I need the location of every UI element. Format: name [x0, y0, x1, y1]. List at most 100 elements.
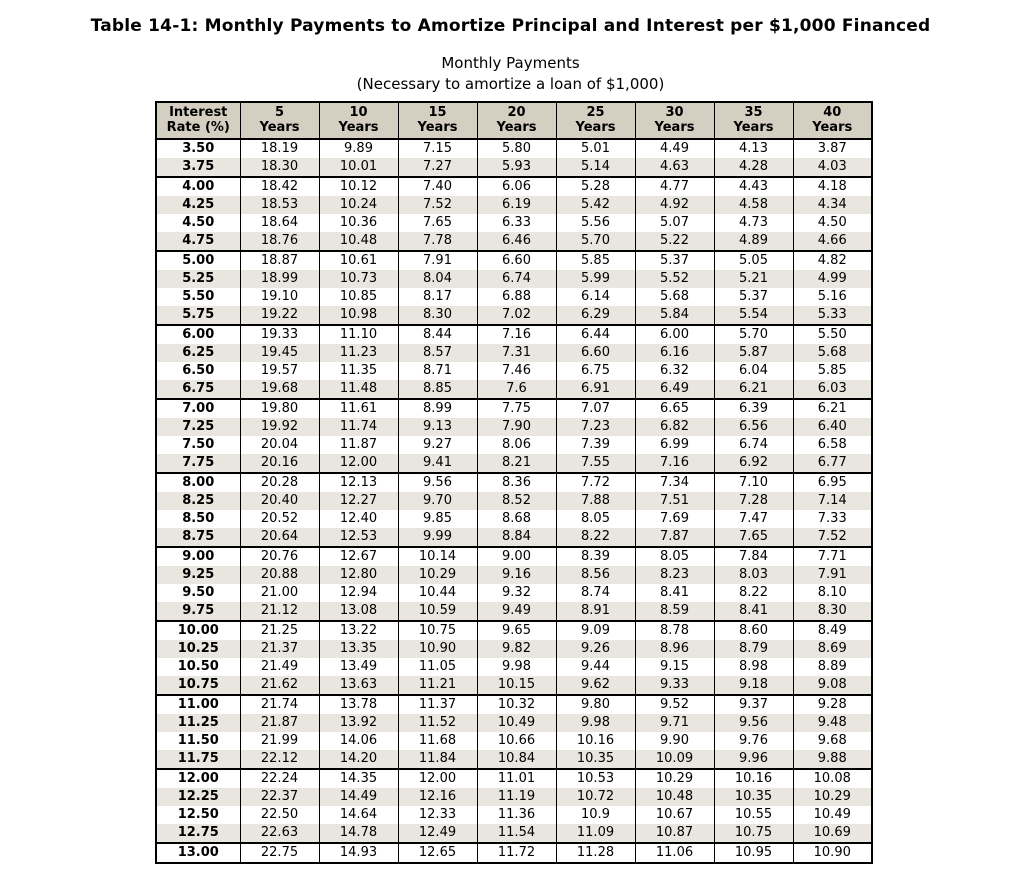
payment-value-cell: 4.73	[713, 214, 794, 232]
payment-value-cell: 18.99	[239, 270, 320, 288]
column-header-line2: Years	[812, 120, 853, 135]
table-row: 10.75 21.62 13.63 11.21 10.15 9.62 9.33 9.18 9.0…	[155, 676, 873, 695]
payment-value-cell: 12.33	[397, 806, 478, 824]
payment-value-cell: 9.62	[555, 676, 636, 695]
payment-value-cell: 19.92	[239, 418, 320, 436]
payment-value-cell: 10.61	[318, 250, 399, 270]
table-row: 9.00 20.76 12.67 10.14 9.00 8.39 8.05 7.84 7.71	[155, 546, 873, 566]
table-row: 7.75 20.16 12.00 9.41 8.21 7.55 7.16 6.92 6.77	[155, 454, 873, 473]
payment-value-cell: 10.72	[555, 788, 636, 806]
payment-value-cell: 12.40	[318, 510, 399, 528]
payment-value-cell: 6.95	[792, 472, 873, 492]
payment-value-cell: 7.33	[792, 510, 873, 528]
payment-value-cell: 5.85	[555, 250, 636, 270]
payment-value-cell: 6.74	[476, 270, 557, 288]
payment-value-cell: 9.15	[634, 658, 715, 676]
table-row: 12.75 22.63 14.78 12.49 11.54 11.09 10.87 10.75…	[155, 824, 873, 843]
column-header-line1: 40	[823, 105, 842, 120]
payment-value-cell: 6.39	[713, 398, 794, 418]
payment-value-cell: 9.41	[397, 454, 478, 473]
payment-value-cell: 4.50	[792, 214, 873, 232]
column-header-line2: Years	[338, 120, 379, 135]
payment-value-cell: 7.40	[397, 176, 478, 196]
payment-value-cell: 7.14	[792, 492, 873, 510]
payment-value-cell: 6.16	[634, 344, 715, 362]
payment-value-cell: 10.36	[318, 214, 399, 232]
payment-value-cell: 9.90	[634, 732, 715, 750]
payment-value-cell: 5.05	[713, 250, 794, 270]
payment-value-cell: 9.13	[397, 418, 478, 436]
payment-value-cell: 9.56	[713, 714, 794, 732]
payment-value-cell: 9.37	[713, 694, 794, 714]
table-row: 8.50 20.52 12.40 9.85 8.68 8.05 7.69 7.47 7.33	[155, 510, 873, 528]
payment-value-cell: 10.90	[397, 640, 478, 658]
payment-value-cell: 4.34	[792, 196, 873, 214]
interest-rate-cell: 5.50	[155, 288, 241, 306]
payment-value-cell: 8.05	[634, 546, 715, 566]
payment-value-cell: 8.74	[555, 584, 636, 602]
payment-value-cell: 8.89	[792, 658, 873, 676]
interest-rate-cell: 11.50	[155, 732, 241, 750]
payment-value-cell: 7.39	[555, 436, 636, 454]
payment-value-cell: 5.21	[713, 270, 794, 288]
payment-value-cell: 4.66	[792, 232, 873, 251]
payment-value-cell: 6.60	[555, 344, 636, 362]
payment-value-cell: 8.57	[397, 344, 478, 362]
interest-rate-cell: 10.50	[155, 658, 241, 676]
column-header-line2: Years	[417, 120, 458, 135]
payment-value-cell: 5.56	[555, 214, 636, 232]
payment-value-cell: 21.49	[239, 658, 320, 676]
table-row: 3.75 18.30 10.01 7.27 5.93 5.14 4.63 4.28 4.03	[155, 158, 873, 177]
interest-rate-cell: 10.25	[155, 640, 241, 658]
payment-value-cell: 8.41	[713, 602, 794, 621]
payment-value-cell: 11.37	[397, 694, 478, 714]
payment-value-cell: 8.39	[555, 546, 636, 566]
payment-value-cell: 22.24	[239, 768, 320, 788]
payment-value-cell: 10.08	[792, 768, 873, 788]
payment-value-cell: 8.78	[634, 620, 715, 640]
payment-value-cell: 12.00	[318, 454, 399, 473]
payment-value-cell: 10.48	[318, 232, 399, 251]
payment-value-cell: 5.50	[792, 324, 873, 344]
column-header-line1: 25	[586, 105, 605, 120]
payment-value-cell: 11.84	[397, 750, 478, 769]
payment-value-cell: 13.78	[318, 694, 399, 714]
payment-value-cell: 10.67	[634, 806, 715, 824]
payment-value-cell: 8.85	[397, 380, 478, 399]
column-header-years: 5 Years	[239, 102, 320, 140]
payment-value-cell: 11.54	[476, 824, 557, 843]
payment-value-cell: 10.15	[476, 676, 557, 695]
payment-value-cell: 13.63	[318, 676, 399, 695]
payment-value-cell: 8.22	[713, 584, 794, 602]
table-row: 9.50 21.00 12.94 10.44 9.32 8.74 8.41 8.22 8.10	[155, 584, 873, 602]
payment-value-cell: 10.59	[397, 602, 478, 621]
column-header-line1: 10	[349, 105, 368, 120]
payment-value-cell: 5.37	[634, 250, 715, 270]
interest-rate-cell: 11.00	[155, 694, 241, 714]
payment-value-cell: 18.87	[239, 250, 320, 270]
payment-value-cell: 5.70	[713, 324, 794, 344]
payment-value-cell: 14.06	[318, 732, 399, 750]
payment-value-cell: 19.80	[239, 398, 320, 418]
payment-value-cell: 8.21	[476, 454, 557, 473]
table-row: 7.00 19.80 11.61 8.99 7.75 7.07 6.65 6.39 6.21	[155, 398, 873, 418]
payment-value-cell: 7.78	[397, 232, 478, 251]
payment-value-cell: 4.49	[634, 139, 715, 158]
payment-value-cell: 20.88	[239, 566, 320, 584]
payment-value-cell: 19.22	[239, 306, 320, 325]
payment-value-cell: 7.27	[397, 158, 478, 177]
table-row: 6.50 19.57 11.35 8.71 7.46 6.75 6.32 6.04 5.85	[155, 362, 873, 380]
payment-value-cell: 20.40	[239, 492, 320, 510]
payment-value-cell: 14.20	[318, 750, 399, 769]
payment-value-cell: 20.76	[239, 546, 320, 566]
payment-value-cell: 11.36	[476, 806, 557, 824]
payment-value-cell: 10.14	[397, 546, 478, 566]
payment-value-cell: 11.52	[397, 714, 478, 732]
payment-value-cell: 5.54	[713, 306, 794, 325]
payment-value-cell: 10.75	[713, 824, 794, 843]
payment-value-cell: 6.92	[713, 454, 794, 473]
payment-value-cell: 9.48	[792, 714, 873, 732]
payment-value-cell: 10.01	[318, 158, 399, 177]
payment-value-cell: 5.01	[555, 139, 636, 158]
payment-value-cell: 4.28	[713, 158, 794, 177]
